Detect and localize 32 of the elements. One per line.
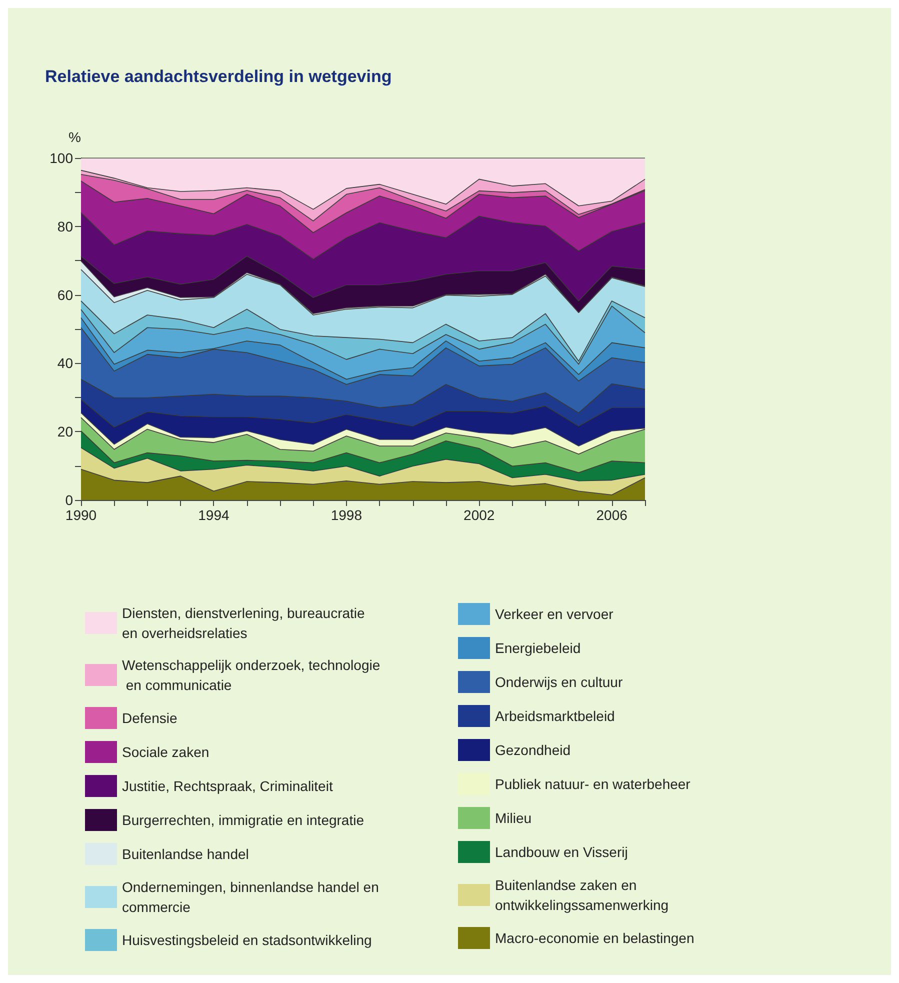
y-tick-label: 40 <box>57 355 74 372</box>
legend-label: Buitenlandse handel <box>122 846 249 862</box>
legend-label: Sociale zaken <box>122 744 210 760</box>
x-tick-label: 2006 <box>596 507 628 523</box>
legend-label: Energiebeleid <box>495 640 581 656</box>
legend-label: Wetenschappelijk onderzoek, technologie en communicatie <box>122 657 380 693</box>
legend-label: Macro-economie en belastingen <box>495 930 694 946</box>
legend-label: Verkeer en vervoer <box>495 606 614 622</box>
x-tick-label: 1994 <box>198 507 230 523</box>
chart-title: Relatieve aandachtsverdeling in wetgeving <box>45 67 392 86</box>
y-tick-label: 80 <box>57 218 74 234</box>
legend-label: Diensten, dienstverlening, bureaucratie en overheidsrelaties <box>122 605 369 641</box>
legend-label: Arbeidsmarktbeleid <box>495 708 615 724</box>
x-tick-label: 1998 <box>330 507 362 523</box>
y-tick-label: 0 <box>65 492 74 508</box>
legend-label: Milieu <box>495 810 532 826</box>
x-tick-label: 2002 <box>464 507 495 523</box>
y-tick-label: 60 <box>57 286 74 303</box>
legend-label: Defensie <box>122 710 178 726</box>
y-axis-title: % <box>68 129 81 145</box>
legend-label: Ondernemingen, binnenlandse handel en commercie <box>122 879 383 915</box>
legend-label: Landbouw en Visserij <box>495 844 628 860</box>
legend-label: Burgerrechten, immigratie en integratie <box>122 812 364 828</box>
y-tick-label: 20 <box>57 424 74 440</box>
legend-label: Gezondheid <box>495 742 571 758</box>
legend-label: Onderwijs en cultuur <box>495 674 623 690</box>
y-tick-label: 100 <box>50 150 74 166</box>
legend-label: Justitie, Rechtspraak, Criminaliteit <box>122 778 333 794</box>
legend-label: Publiek natuur- en waterbeheer <box>495 776 691 792</box>
x-tick-label: 1990 <box>65 507 97 523</box>
legend-label: Huisvestingsbeleid en stadsontwikkeling <box>122 932 372 948</box>
legend-label: Buitenlandse zaken en ontwikkelingssamenwerking <box>495 877 669 913</box>
